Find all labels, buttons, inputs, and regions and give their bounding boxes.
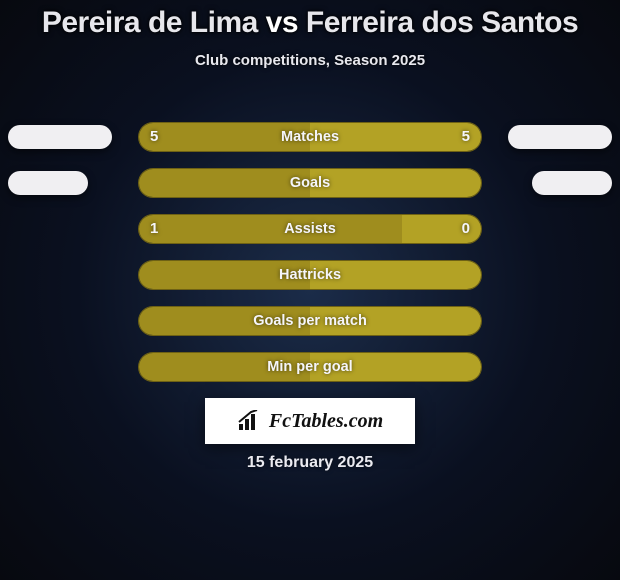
player2-bar-fill (310, 169, 481, 197)
stat-row: Assists10 (0, 214, 620, 244)
player1-bar-fill (139, 123, 310, 151)
stat-bar: Matches55 (138, 122, 482, 152)
player1-bar-fill (139, 169, 310, 197)
bar-chart-icon (237, 410, 263, 432)
bar-track (138, 214, 482, 244)
stat-bar: Min per goal (138, 352, 482, 382)
player1-bar-fill (139, 261, 310, 289)
player2-bar-fill (310, 123, 481, 151)
logo-box: FcTables.com (205, 398, 415, 444)
player1-bar-fill (139, 215, 402, 243)
stat-row: Goals (0, 168, 620, 198)
stat-row: Hattricks (0, 260, 620, 290)
bar-track (138, 306, 482, 336)
bar-track (138, 352, 482, 382)
player1-bar-fill (139, 307, 310, 335)
player2-value: 5 (462, 122, 470, 152)
stat-bar: Assists10 (138, 214, 482, 244)
bar-track (138, 260, 482, 290)
comparison-title: Pereira de Lima vs Ferreira dos Santos (0, 6, 620, 40)
player1-value: 5 (150, 122, 158, 152)
stat-rows: Matches55GoalsAssists10HattricksGoals pe… (0, 122, 620, 398)
stat-bar: Goals per match (138, 306, 482, 336)
stat-row: Goals per match (0, 306, 620, 336)
logo-text: FcTables.com (269, 410, 383, 433)
stat-bar: Goals (138, 168, 482, 198)
player1-ext-ellipse (8, 171, 88, 195)
player2-bar-fill (310, 261, 481, 289)
player1-bar-fill (139, 353, 310, 381)
player2-name: Ferreira dos Santos (306, 6, 578, 39)
stats-comparison-card: Pereira de Lima vs Ferreira dos Santos C… (0, 0, 620, 580)
player1-value: 1 (150, 214, 158, 244)
subtitle: Club competitions, Season 2025 (0, 52, 620, 69)
player1-ext-ellipse (8, 125, 112, 149)
player2-value: 0 (462, 214, 470, 244)
player2-bar-fill (310, 353, 481, 381)
bar-track (138, 122, 482, 152)
stat-bar: Hattricks (138, 260, 482, 290)
player2-ext-ellipse (532, 171, 612, 195)
footer-date: 15 february 2025 (0, 454, 620, 472)
header: Pereira de Lima vs Ferreira dos Santos C… (0, 6, 620, 69)
player2-ext-ellipse (508, 125, 612, 149)
vs-text: vs (266, 6, 298, 39)
player1-name: Pereira de Lima (42, 6, 258, 39)
player2-bar-fill (310, 307, 481, 335)
stat-row: Min per goal (0, 352, 620, 382)
stat-row: Matches55 (0, 122, 620, 152)
bar-track (138, 168, 482, 198)
